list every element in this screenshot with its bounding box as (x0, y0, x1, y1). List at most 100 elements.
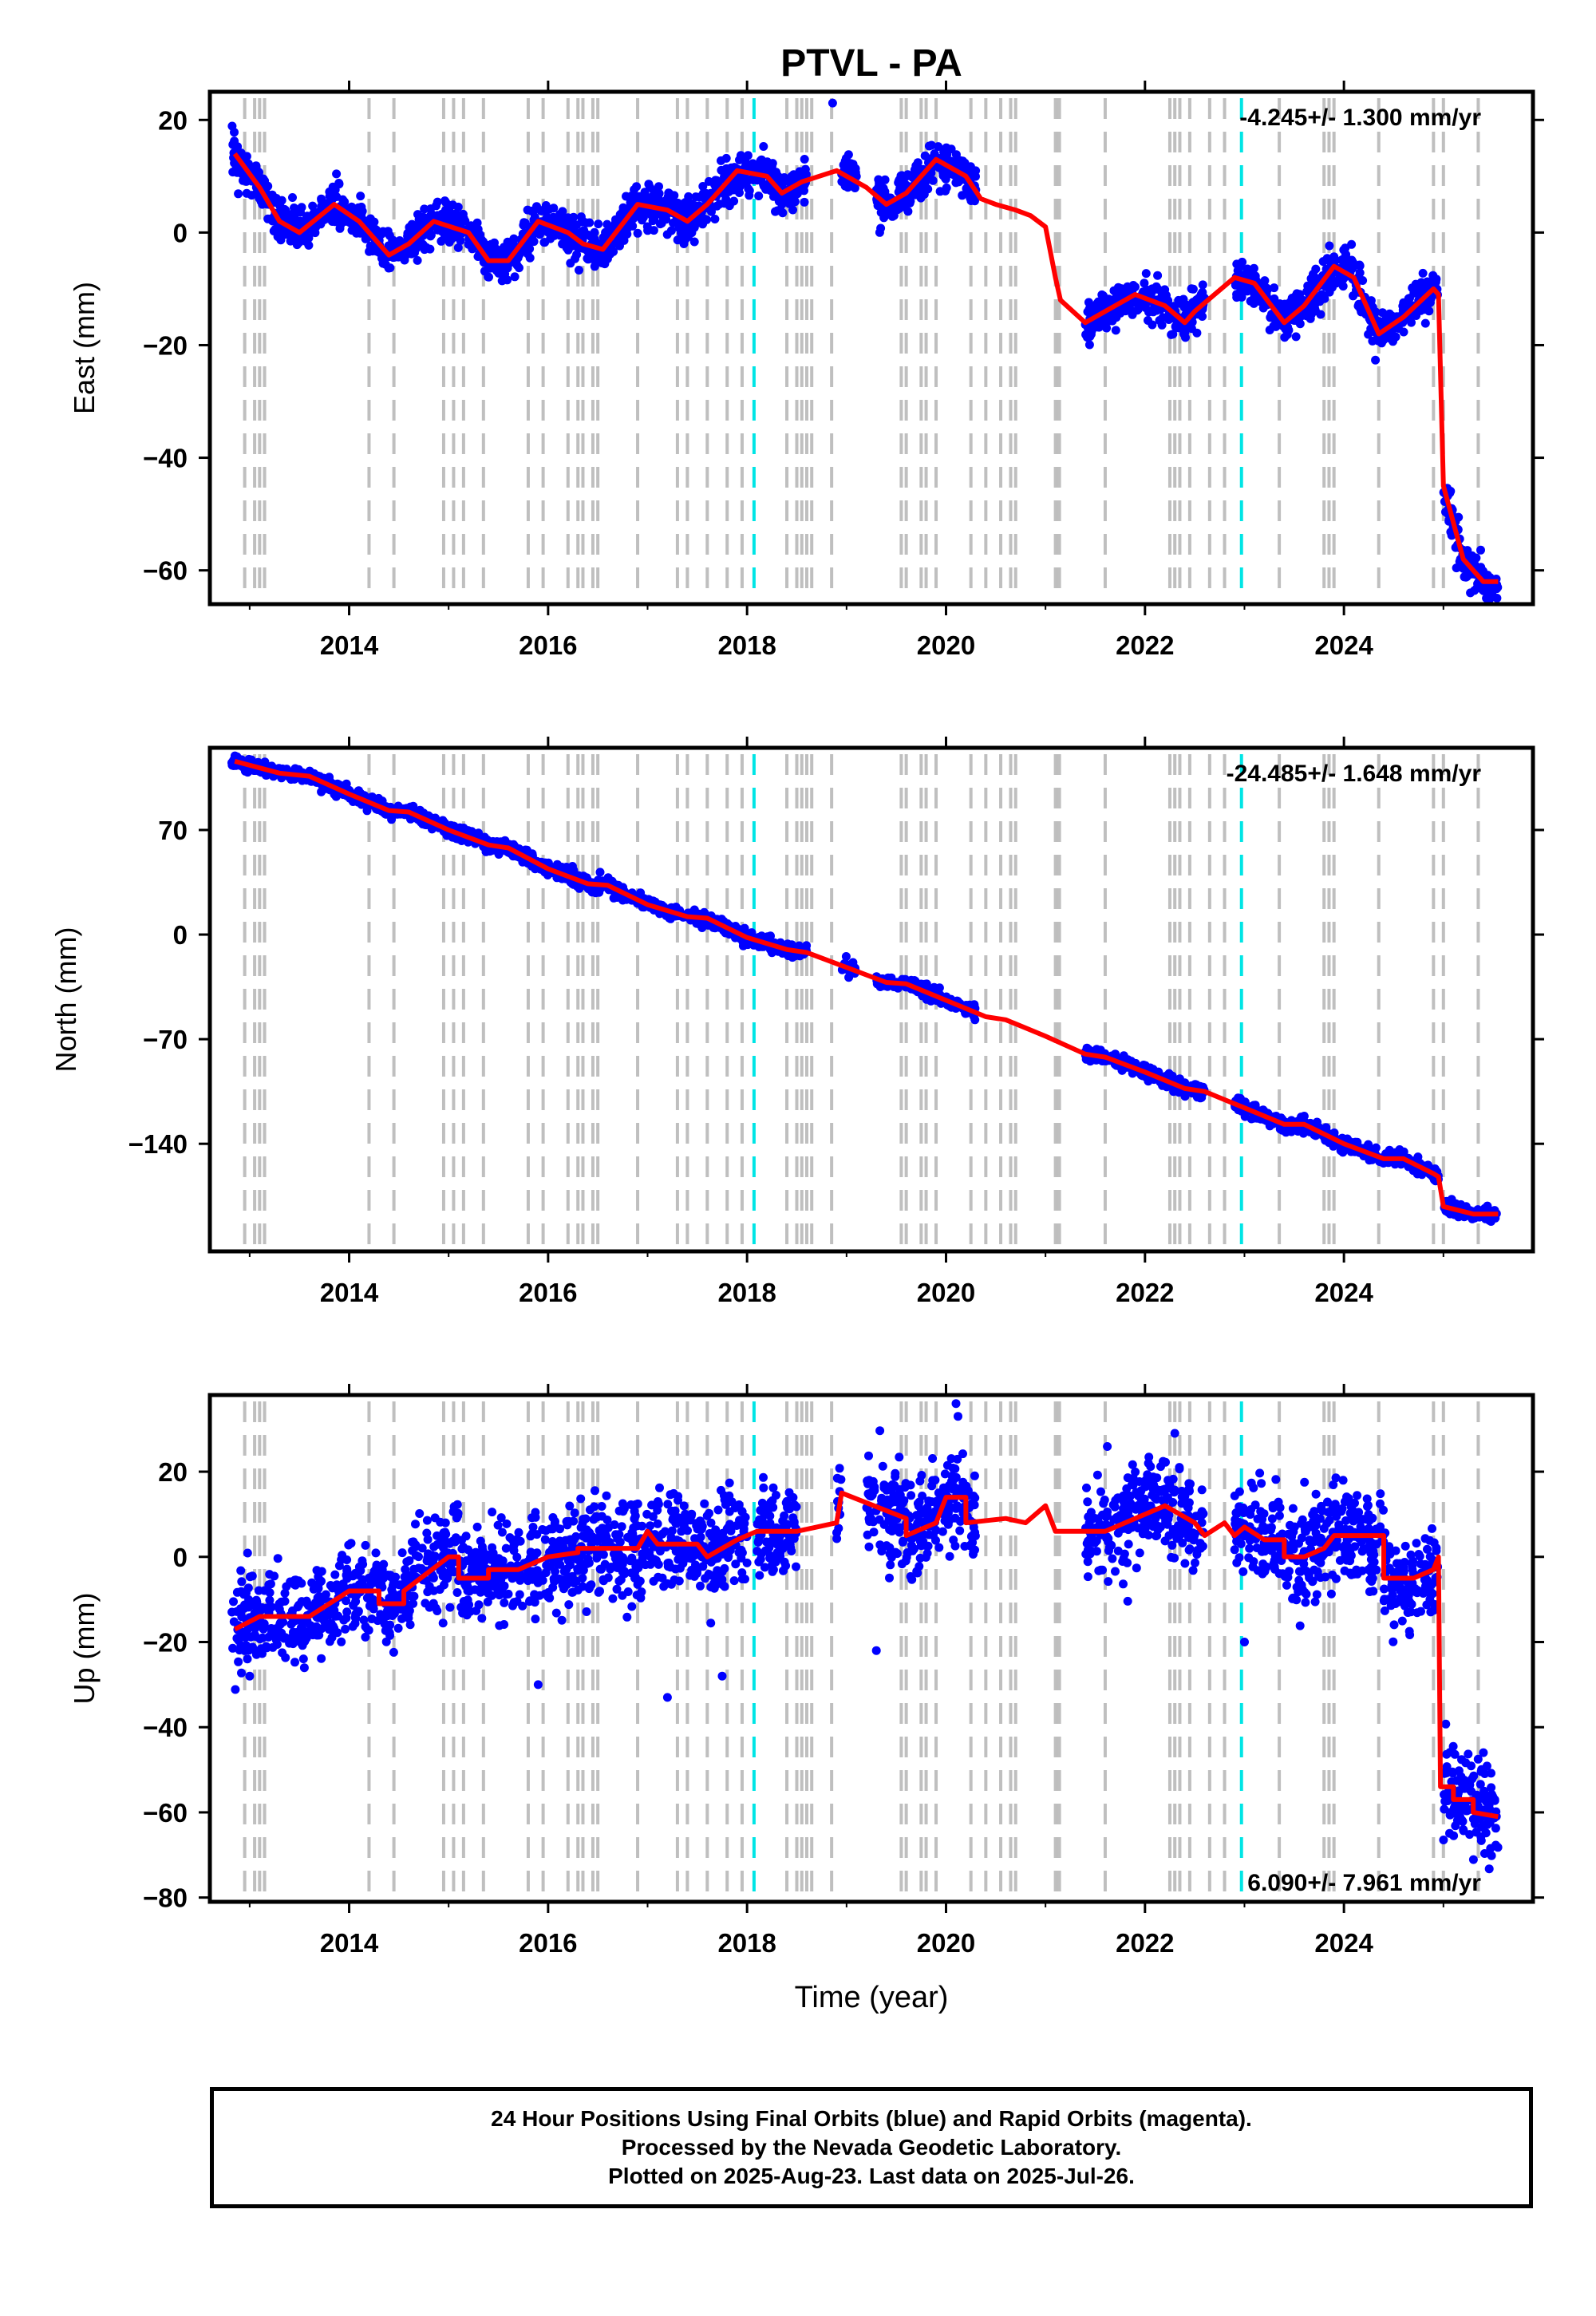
data-point (413, 255, 422, 265)
data-point (533, 228, 543, 237)
data-point (403, 231, 413, 241)
data-point (591, 253, 599, 263)
data-point (772, 206, 782, 215)
data-point (653, 198, 662, 207)
data-point (575, 266, 583, 275)
data-point (558, 207, 567, 216)
outlier-point (828, 98, 837, 108)
data-point (316, 219, 326, 229)
data-point (575, 228, 585, 238)
chart-title: PTVL - PA (780, 42, 962, 85)
data-point (1198, 312, 1207, 321)
data-point (540, 238, 550, 247)
data-point (926, 996, 936, 1006)
data-point (703, 920, 713, 930)
data-point (1284, 326, 1294, 335)
data-point (1240, 1112, 1250, 1121)
data-point (1476, 545, 1485, 555)
data-point (484, 272, 493, 282)
data-point (385, 231, 394, 240)
data-point (668, 200, 678, 210)
data-point (1179, 294, 1188, 304)
data-point (473, 252, 483, 261)
data-point (1192, 328, 1202, 338)
data-point (1091, 302, 1100, 311)
data-point (1120, 306, 1130, 316)
data-point (636, 207, 645, 217)
y-axis-label: East (mm) (68, 282, 101, 414)
data-point (959, 160, 969, 170)
data-point (1233, 266, 1242, 275)
x-tick-label: 2016 (519, 630, 577, 660)
data-point (1162, 290, 1171, 300)
data-point (576, 212, 586, 222)
data-point (242, 188, 251, 198)
data-point (721, 153, 731, 163)
data-point (365, 214, 375, 223)
data-point (270, 226, 279, 235)
data-point (942, 183, 951, 192)
data-point (638, 215, 646, 225)
data-point (926, 140, 936, 150)
x-tick-label: 2014 (320, 630, 379, 660)
data-point (840, 181, 850, 191)
data-point (432, 201, 440, 211)
data-point (1237, 292, 1246, 302)
data-point (894, 178, 903, 188)
data-point (481, 847, 491, 856)
data-point (934, 142, 943, 152)
data-point (1167, 330, 1176, 339)
data-point (652, 210, 661, 219)
data-point (1416, 278, 1426, 287)
data-point (561, 239, 571, 249)
data-point (911, 161, 921, 171)
data-point (910, 976, 919, 985)
x-tick-label: 2020 (917, 630, 975, 660)
data-point (251, 163, 261, 172)
data-point (951, 150, 961, 160)
data-point (712, 201, 721, 211)
data-point (420, 204, 429, 214)
plot-area (227, 751, 1501, 1245)
data-point (1194, 294, 1203, 304)
data-point (237, 169, 247, 179)
data-point (361, 234, 370, 243)
data-point (1294, 1127, 1302, 1136)
data-point (965, 188, 974, 198)
data-point (1328, 283, 1337, 292)
data-point (326, 210, 335, 219)
data-point (704, 176, 713, 186)
data-point (1187, 284, 1196, 294)
data-point (1270, 283, 1279, 293)
data-point (1357, 307, 1366, 317)
data-point (443, 209, 452, 219)
data-point (841, 952, 851, 961)
data-point (1365, 1156, 1374, 1165)
data-point (497, 276, 507, 286)
data-point (453, 202, 463, 211)
data-point (1175, 323, 1184, 333)
data-point (1097, 290, 1107, 299)
data-point (1144, 316, 1152, 325)
data-point (666, 226, 676, 235)
y-tick-label: −20 (143, 330, 188, 360)
data-point (597, 259, 606, 267)
data-point (500, 243, 508, 252)
data-point (1085, 306, 1095, 316)
data-point (1140, 279, 1149, 288)
data-point (681, 198, 690, 207)
data-point (741, 158, 751, 168)
data-point (328, 182, 338, 192)
data-point (1112, 313, 1121, 322)
data-point (1198, 287, 1207, 297)
data-point (1371, 355, 1381, 365)
data-point (1355, 261, 1365, 271)
data-point (1183, 322, 1193, 332)
data-point (749, 176, 758, 184)
data-point (1249, 288, 1258, 298)
data-point (1084, 340, 1094, 350)
data-point (233, 142, 243, 152)
data-point (242, 176, 251, 186)
data-point (491, 245, 500, 255)
